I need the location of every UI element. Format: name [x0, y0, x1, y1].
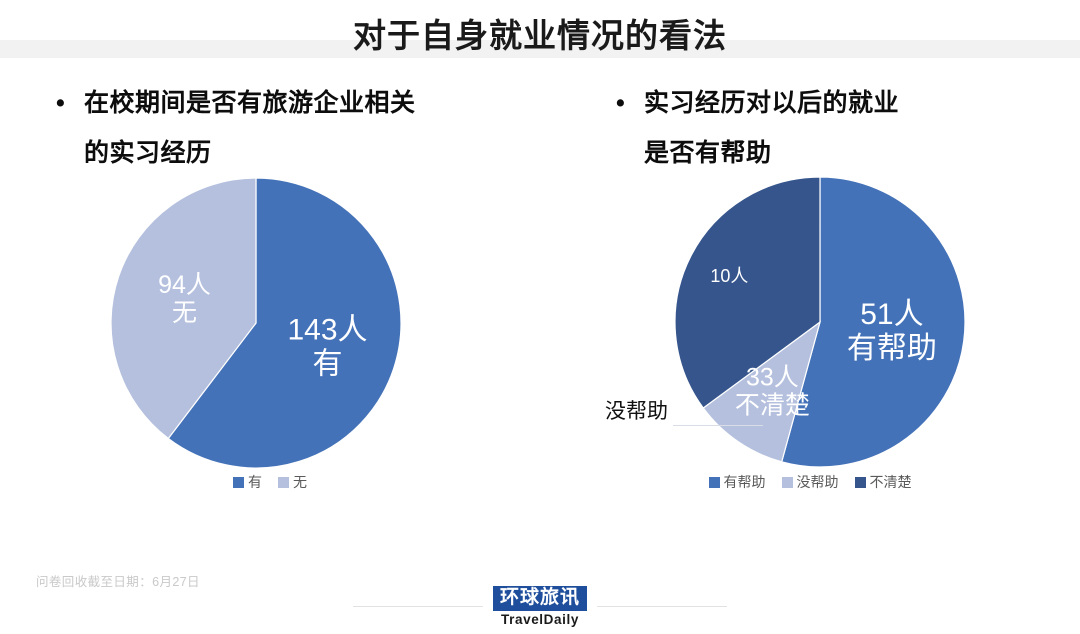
legend-item-2[interactable]: 不清楚 — [854, 472, 912, 492]
legend-left: 有无 — [20, 472, 520, 492]
left-heading-line-2: 的实习经历 — [84, 139, 212, 167]
brand-logo-en: TravelDaily — [501, 611, 579, 627]
legend-swatch-icon — [278, 476, 289, 488]
right-heading-line-1: 实习经历对以后的就业 — [644, 89, 900, 117]
pie-slice-有 — [167, 177, 402, 469]
legend-item-1[interactable]: 没帮助 — [781, 472, 839, 492]
pie-slice-有帮助 — [780, 176, 966, 468]
legend-swatch-icon — [708, 476, 720, 488]
legend-label: 不清楚 — [869, 474, 912, 490]
legend-label: 有帮助 — [723, 474, 766, 490]
pie-outside-label-meibangzhu: 没帮助 — [605, 400, 668, 423]
pie-chart-internship-helpfulness: 51人 有帮助 33人 不清楚 10人 没帮助 有帮助 没帮助 不清楚 — [560, 170, 1060, 515]
legend-item-1[interactable]: 无 — [278, 472, 307, 492]
pie-slice-无 — [110, 177, 257, 440]
survey-footnote: 问卷回收截至日期：6月27日 — [36, 575, 200, 589]
footer-logo: 环球旅讯 TravelDaily — [0, 578, 1080, 634]
pie-chart-right-svg — [674, 176, 966, 468]
right-heading-line-2: 是否有帮助 — [644, 139, 772, 167]
pie-chart-internship-experience: 143人 有 94人 无 有无 — [20, 170, 520, 515]
legend-swatch-icon — [233, 476, 244, 488]
pie-chart-left-svg — [110, 177, 402, 469]
right-panel-heading: • 实习经历对以后的就业 是否有帮助 — [616, 78, 1036, 178]
footer-rule-left — [352, 605, 483, 607]
legend-right: 有帮助 没帮助 不清楚 — [560, 472, 1060, 492]
legend-item-0[interactable]: 有 — [233, 472, 262, 492]
legend-label: 无 — [293, 474, 307, 490]
legend-label: 有 — [248, 474, 262, 490]
brand-logo: 环球旅讯 TravelDaily — [492, 585, 587, 627]
left-panel-heading: • 在校期间是否有旅游企业相关 的实习经历 — [56, 78, 576, 178]
bullet-icon: • — [56, 89, 66, 117]
legend-label: 没帮助 — [796, 474, 839, 490]
title-highlight-band — [0, 40, 1080, 58]
footer-rule-right — [597, 605, 727, 607]
leader-line — [673, 425, 763, 426]
left-heading-line-1: 在校期间是否有旅游企业相关 — [84, 89, 416, 117]
bullet-icon: • — [616, 89, 626, 117]
legend-item-0[interactable]: 有帮助 — [708, 472, 766, 492]
brand-logo-cn: 环球旅讯 — [492, 585, 587, 611]
pie-slice-不清楚 — [674, 176, 821, 409]
legend-swatch-icon — [781, 476, 793, 488]
legend-swatch-icon — [854, 476, 866, 488]
pie-slice-没帮助 — [702, 320, 822, 463]
page-title: 对于自身就业情况的看法 — [353, 17, 727, 54]
